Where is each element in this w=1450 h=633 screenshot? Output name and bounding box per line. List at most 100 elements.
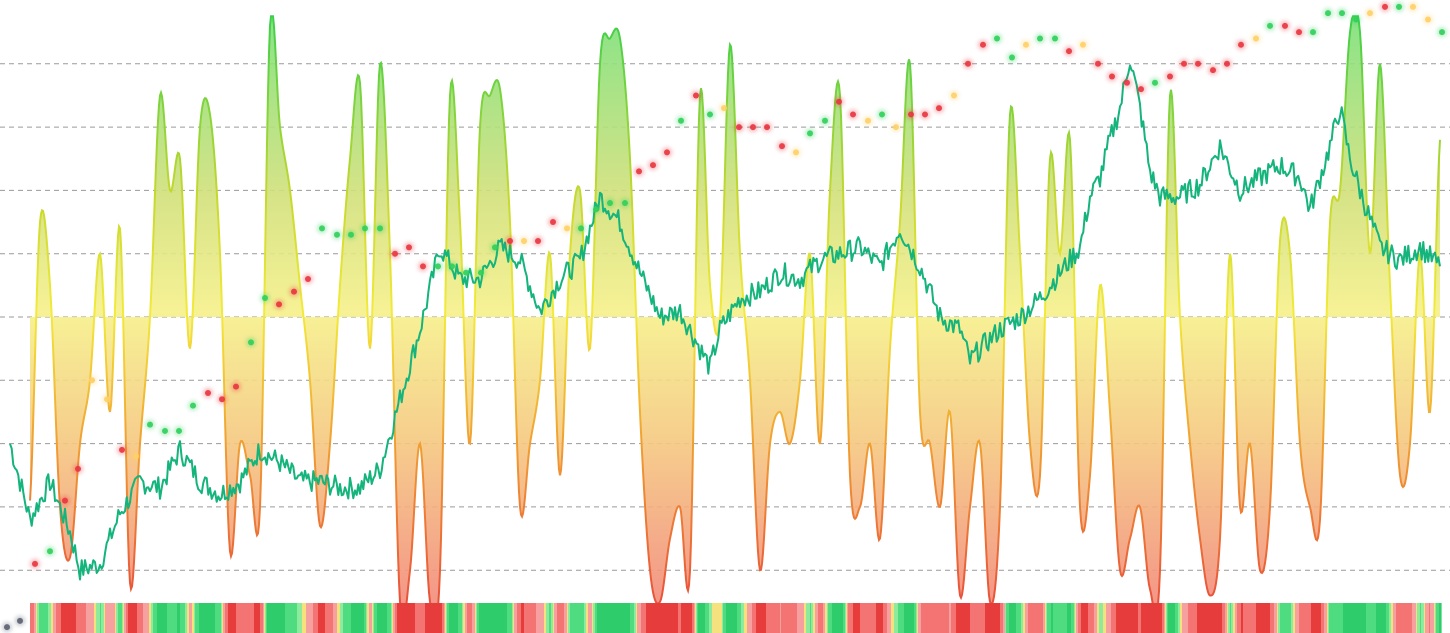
heat-strip-cell: [1040, 603, 1042, 633]
heat-strip-cell: [366, 603, 368, 633]
heat-strip-cell: [821, 603, 823, 633]
heat-strip-cell: [532, 603, 534, 633]
heat-strip-cell: [146, 603, 148, 633]
heat-strip-cell: [72, 603, 74, 633]
heat-strip-cell: [120, 603, 122, 633]
heat-strip-cell: [1185, 603, 1187, 633]
heat-strip-cell: [440, 603, 442, 633]
heat-strip-cell: [1267, 603, 1269, 633]
heat-strip-cell: [1107, 603, 1109, 633]
heat-strip-cell: [768, 603, 770, 633]
heat-strip-cell: [1030, 603, 1032, 633]
heat-strip-cell: [1198, 603, 1200, 633]
heat-strip-cell: [1166, 603, 1168, 633]
heat-strip-cell: [42, 603, 44, 633]
heat-strip-cell: [866, 603, 868, 633]
heat-strip-cell: [264, 603, 266, 633]
heat-strip-cell: [197, 603, 199, 633]
heat-strip-cell: [1439, 603, 1441, 633]
heat-strip-cell: [149, 603, 151, 633]
heat-strip-cell: [1266, 603, 1268, 633]
heat-strip-cell: [624, 603, 626, 633]
heat-strip-cell: [69, 603, 71, 633]
heat-strip-cell: [481, 603, 483, 633]
heat-strip-cell: [280, 603, 282, 633]
heat-strip-cell: [1210, 603, 1212, 633]
heat-strip-cell: [1069, 603, 1071, 633]
heat-strip-cell: [856, 603, 858, 633]
heat-strip-cell: [674, 603, 676, 633]
heat-strip-cell: [90, 603, 92, 633]
heat-strip-cell: [1223, 603, 1225, 633]
heat-strip-cell: [539, 603, 541, 633]
heat-strip-cell: [500, 603, 502, 633]
heat-strip-cell: [1237, 603, 1239, 633]
heat-strip-cell: [462, 603, 464, 633]
heat-strip-cell: [346, 603, 348, 633]
heat-strip-cell: [348, 603, 350, 633]
signal-dot: [1439, 29, 1445, 36]
heat-strip-cell: [86, 603, 88, 633]
heat-strip-cell: [613, 603, 615, 633]
heat-strip-cell: [452, 603, 454, 633]
heat-strip-cell: [1383, 603, 1385, 633]
heat-strip-cell: [793, 603, 795, 633]
heat-strip-cell: [126, 603, 128, 633]
heat-strip-cell: [1233, 603, 1235, 633]
heat-strip-cell: [902, 603, 904, 633]
heat-strip-cell: [1154, 603, 1156, 633]
heat-strip-cell: [187, 603, 189, 633]
heat-strip-cell: [393, 603, 395, 633]
heat-strip-cell: [460, 603, 462, 633]
heat-strip-cell: [1336, 603, 1338, 633]
heat-strip-cell: [456, 603, 458, 633]
heat-strip-cell: [1413, 603, 1415, 633]
heat-strip-cell: [160, 603, 162, 633]
heat-strip-cell: [516, 603, 518, 633]
signal-dot: [1210, 67, 1216, 74]
heat-strip-cell: [133, 603, 135, 633]
signal-dot: [1296, 29, 1302, 36]
heat-strip-cell: [738, 603, 740, 633]
heat-strip-cell: [749, 603, 751, 633]
heat-strip-cell: [424, 603, 426, 633]
heat-strip-cell: [512, 603, 514, 633]
heat-strip-cell: [127, 603, 129, 633]
heat-strip-cell: [1048, 603, 1050, 633]
heat-strip-cell: [1065, 603, 1067, 633]
heat-strip-cell: [157, 603, 159, 633]
heat-strip-cell: [145, 603, 147, 633]
heat-strip-cell: [448, 603, 450, 633]
signal-dot: [521, 238, 527, 245]
heat-strip-cell: [391, 603, 393, 633]
heat-strip-cell: [1359, 603, 1361, 633]
heat-strip-cell: [174, 603, 176, 633]
heat-strip-cell: [1257, 603, 1259, 633]
heat-strip-cell: [363, 603, 365, 633]
heat-strip-cell: [1368, 603, 1370, 633]
heat-strip-cell: [904, 603, 906, 633]
heat-strip-cell: [282, 603, 284, 633]
heat-strip-cell: [168, 603, 170, 633]
heat-strip-cell: [1159, 603, 1161, 633]
heat-strip-cell: [315, 603, 317, 633]
heat-strip-cell: [215, 603, 217, 633]
heat-strip-cell: [1055, 603, 1057, 633]
heat-strip-cell: [1010, 603, 1012, 633]
heat-strip-cell: [934, 603, 936, 633]
heat-strip-cell: [70, 603, 72, 633]
heat-strip-cell: [38, 603, 40, 633]
signal-dot: [994, 35, 1000, 42]
signal-dot: [1095, 60, 1101, 67]
heat-strip-cell: [1250, 603, 1252, 633]
heat-strip-cell: [1280, 603, 1282, 633]
heat-strip-cell: [1418, 603, 1420, 633]
signal-dot: [879, 111, 885, 118]
heat-strip-cell: [865, 603, 867, 633]
heat-strip-cell: [857, 603, 859, 633]
signal-dot: [435, 263, 441, 270]
heat-strip-cell: [988, 603, 990, 633]
heat-strip-cell: [547, 603, 549, 633]
heat-strip-cell: [802, 603, 804, 633]
heat-strip-cell: [438, 603, 440, 633]
